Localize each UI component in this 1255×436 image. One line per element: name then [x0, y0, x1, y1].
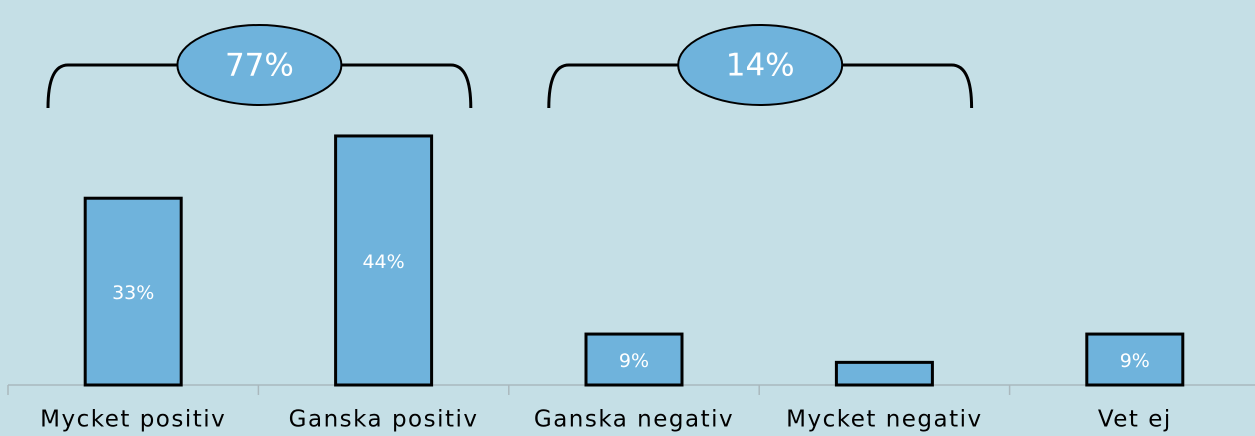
bar	[334, 134, 434, 387]
data-label: 9%	[619, 350, 649, 372]
x-tick-label: Ganska positiv	[289, 407, 479, 433]
data-label: 44%	[362, 251, 404, 273]
annotation-label: 77%	[225, 48, 294, 84]
annotation-ellipse	[677, 24, 844, 106]
x-tick-label: Ganska negativ	[534, 407, 734, 433]
x-tick-label: Mycket negativ	[786, 407, 983, 433]
annotation-ellipse	[176, 24, 343, 106]
data-label: 33%	[112, 282, 154, 304]
x-tick-label: Vet ej	[1098, 407, 1172, 433]
bar	[83, 196, 183, 387]
bar	[834, 360, 934, 387]
x-tick-label: Mycket positiv	[40, 407, 226, 433]
annotation-label: 14%	[726, 48, 795, 84]
data-label: 9%	[1120, 350, 1150, 372]
bar	[584, 332, 684, 387]
bar	[1085, 332, 1185, 387]
